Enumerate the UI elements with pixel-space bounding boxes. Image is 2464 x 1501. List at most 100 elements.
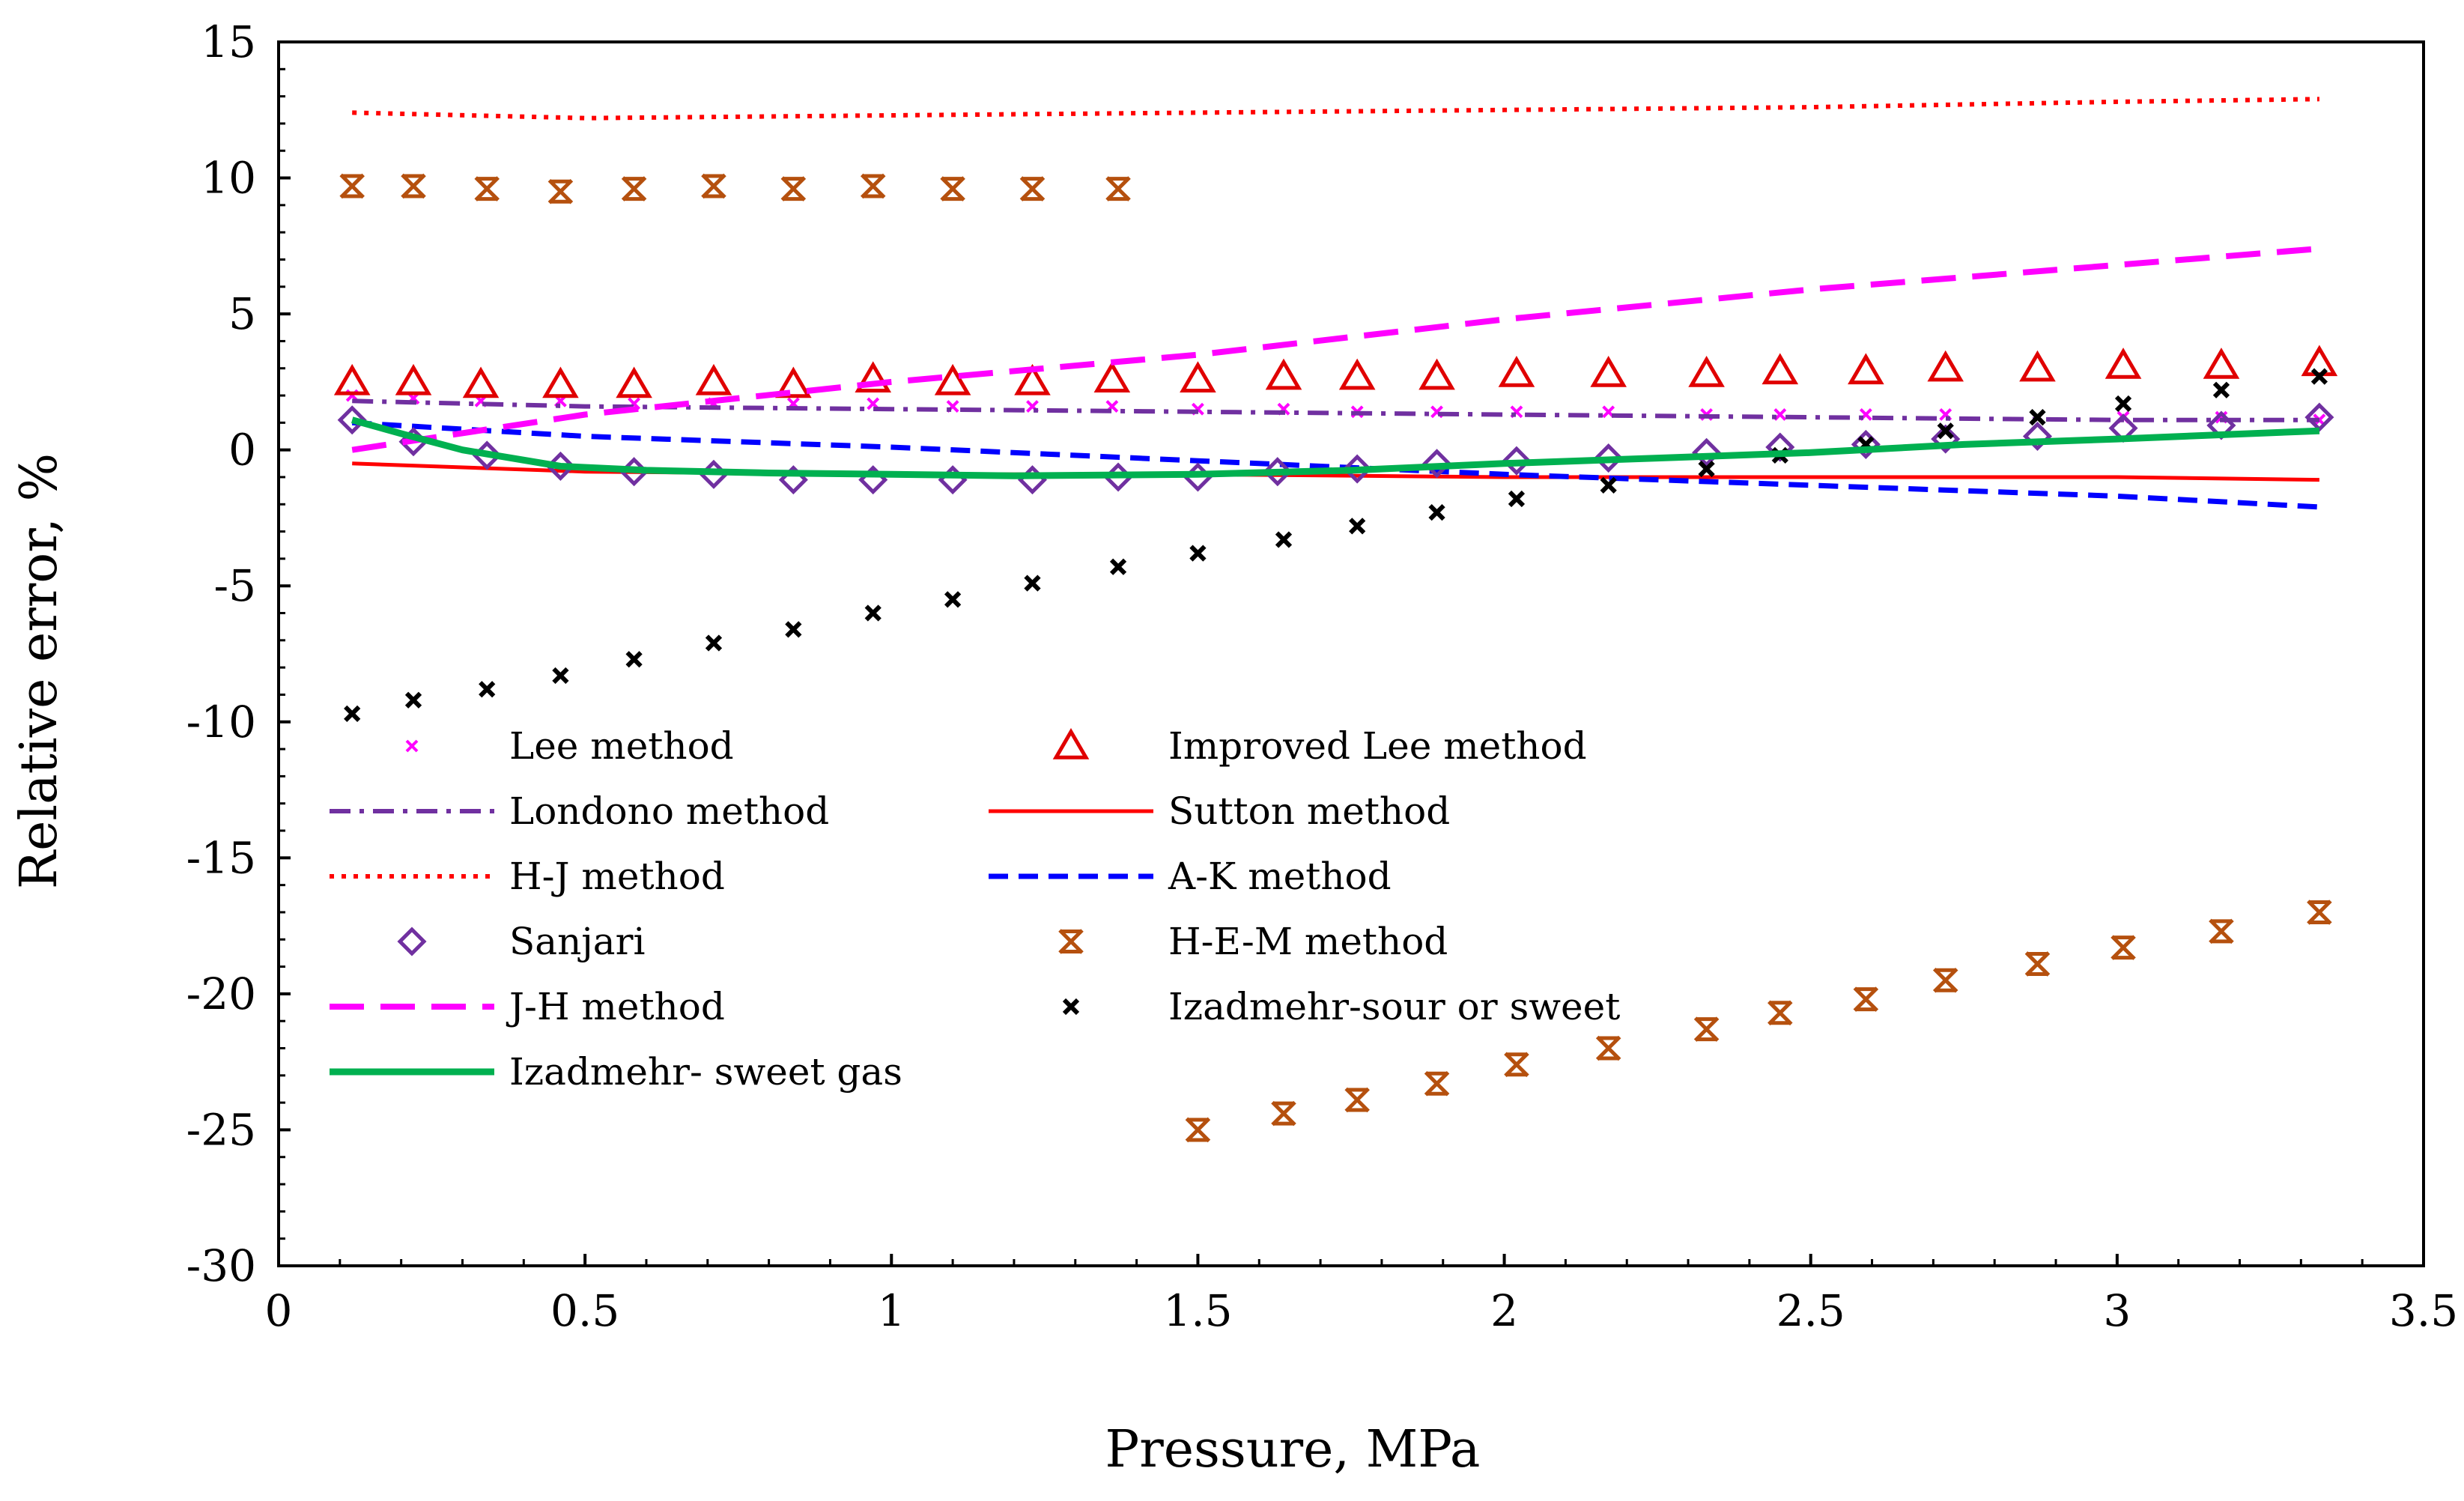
point-sanjari-14 bbox=[1422, 449, 1452, 479]
point-hem-9 bbox=[1019, 176, 1046, 201]
point-iz_sour-6 bbox=[785, 621, 802, 638]
legend-swatch-iz_sour bbox=[1062, 998, 1080, 1016]
x-tick-label: 1.5 bbox=[1163, 1285, 1232, 1336]
legend-item-sutton: Sutton method bbox=[989, 789, 1450, 833]
x-tick-label: 1 bbox=[878, 1285, 905, 1336]
point-hem-23 bbox=[2209, 918, 2234, 944]
series-hem bbox=[339, 173, 2332, 1143]
point-iz_sour-10 bbox=[1109, 558, 1127, 575]
point-iz_sour-4 bbox=[625, 651, 643, 668]
point-hem-22 bbox=[2111, 935, 2136, 960]
point-iz_sour-13 bbox=[1349, 518, 1366, 535]
point-improved_lee-4 bbox=[616, 366, 652, 398]
point-iz_sour-5 bbox=[705, 634, 723, 652]
point-hem-8 bbox=[940, 176, 965, 201]
line-hj bbox=[352, 97, 2319, 121]
legend-item-jh: J-H method bbox=[330, 985, 725, 1028]
point-iz_sour-14 bbox=[1428, 504, 1445, 521]
legend-label: Improved Lee method bbox=[1168, 724, 1587, 768]
x-tick-label: 3 bbox=[2103, 1285, 2131, 1336]
point-hem-20 bbox=[1932, 967, 1958, 993]
legend-item-lee: Lee method bbox=[405, 724, 734, 768]
point-lee-18 bbox=[1773, 408, 1787, 421]
y-axis-title: Relative error, % bbox=[10, 453, 69, 889]
point-improved_lee-22 bbox=[2105, 348, 2142, 379]
point-improved_lee-16 bbox=[1590, 356, 1627, 387]
point-iz_sour-23 bbox=[2212, 381, 2230, 398]
y-tick-label: 0 bbox=[228, 425, 256, 476]
series-iz_sweet bbox=[351, 416, 2320, 479]
point-hem-14 bbox=[1424, 1070, 1450, 1097]
point-hem-19 bbox=[1853, 986, 1879, 1012]
legend-item-londono: Londono method bbox=[330, 789, 829, 833]
point-hem-4 bbox=[621, 176, 647, 201]
line-iz_sweet bbox=[351, 416, 2320, 479]
point-sanjari-17 bbox=[1692, 437, 1722, 467]
point-iz_sour-7 bbox=[864, 604, 881, 622]
legend-swatch-lee bbox=[405, 739, 419, 753]
point-hem-16 bbox=[1595, 1035, 1621, 1061]
legend-label: Sutton method bbox=[1168, 789, 1450, 833]
point-improved_lee-17 bbox=[1688, 356, 1725, 387]
point-sanjari-0 bbox=[337, 405, 367, 435]
point-hem-21 bbox=[2024, 951, 2051, 977]
point-hem-5 bbox=[701, 173, 726, 199]
point-sanjari-19 bbox=[1851, 429, 1881, 459]
line-londono bbox=[352, 398, 2319, 422]
legend: Lee method Improved Lee method Londono met… bbox=[330, 724, 1620, 1094]
point-improved_lee-8 bbox=[934, 363, 971, 395]
y-tick-label: 10 bbox=[201, 153, 256, 204]
legend-label: H-J method bbox=[509, 855, 725, 898]
point-improved_lee-14 bbox=[1418, 358, 1455, 390]
x-axis-title: Pressure, MPa bbox=[1105, 1420, 1481, 1479]
legend-item-iz_sour: Izadmehr-sour or sweet bbox=[1062, 985, 1620, 1028]
legend-label: Lee method bbox=[509, 724, 734, 768]
point-hem-17 bbox=[1693, 1016, 1720, 1042]
y-tick-label: -15 bbox=[186, 832, 256, 883]
point-sanjari-24 bbox=[2304, 402, 2334, 432]
point-improved_lee-10 bbox=[1093, 361, 1131, 392]
legend-item-sanjari: Sanjari bbox=[397, 920, 645, 963]
point-hem-18 bbox=[1767, 1000, 1793, 1026]
point-improved_lee-21 bbox=[2019, 350, 2056, 382]
point-iz_sour-21 bbox=[2029, 408, 2046, 426]
point-iz_sour-11 bbox=[1189, 545, 1207, 562]
legend-label: Izadmehr-sour or sweet bbox=[1168, 985, 1620, 1028]
legend-label: A-K method bbox=[1168, 855, 1392, 898]
point-improved_lee-0 bbox=[333, 363, 371, 395]
point-sanjari-20 bbox=[1931, 424, 1961, 454]
point-iz_sour-16 bbox=[1600, 476, 1617, 494]
point-iz_sour-20 bbox=[1937, 422, 1954, 440]
point-iz_sour-1 bbox=[404, 691, 422, 709]
y-tick-label: -10 bbox=[186, 697, 256, 748]
point-improved_lee-5 bbox=[695, 363, 732, 395]
point-improved_lee-13 bbox=[1338, 358, 1376, 390]
point-improved_lee-3 bbox=[542, 366, 579, 398]
legend-label: Izadmehr- sweet gas bbox=[509, 1050, 902, 1094]
series-improved_lee bbox=[333, 345, 2338, 398]
y-tick-label: 15 bbox=[201, 16, 256, 67]
point-hem-24 bbox=[2307, 900, 2332, 925]
point-sanjari-18 bbox=[1765, 432, 1795, 462]
y-tick-label: -25 bbox=[186, 1104, 256, 1155]
point-sanjari-21 bbox=[2022, 421, 2053, 452]
point-improved_lee-11 bbox=[1180, 361, 1216, 392]
point-hem-7 bbox=[860, 173, 886, 199]
legend-item-hem: H-E-M method bbox=[1058, 920, 1448, 963]
point-improved_lee-18 bbox=[1761, 353, 1799, 385]
point-improved_lee-23 bbox=[2203, 348, 2240, 379]
point-hem-10 bbox=[1105, 176, 1131, 201]
point-hem-3 bbox=[547, 178, 574, 204]
point-improved_lee-12 bbox=[1265, 358, 1302, 390]
x-tick-label: 0 bbox=[265, 1285, 293, 1336]
point-hem-15 bbox=[1504, 1052, 1529, 1078]
point-hem-0 bbox=[339, 173, 365, 199]
point-hem-12 bbox=[1271, 1100, 1296, 1126]
point-iz_sour-2 bbox=[479, 681, 496, 698]
point-sanjari-13 bbox=[1342, 454, 1372, 484]
x-tick-label: 0.5 bbox=[550, 1285, 619, 1336]
point-hem-6 bbox=[780, 176, 807, 201]
legend-swatch-hem bbox=[1058, 929, 1084, 954]
point-improved_lee-20 bbox=[1927, 350, 1964, 382]
point-improved_lee-1 bbox=[395, 363, 432, 395]
